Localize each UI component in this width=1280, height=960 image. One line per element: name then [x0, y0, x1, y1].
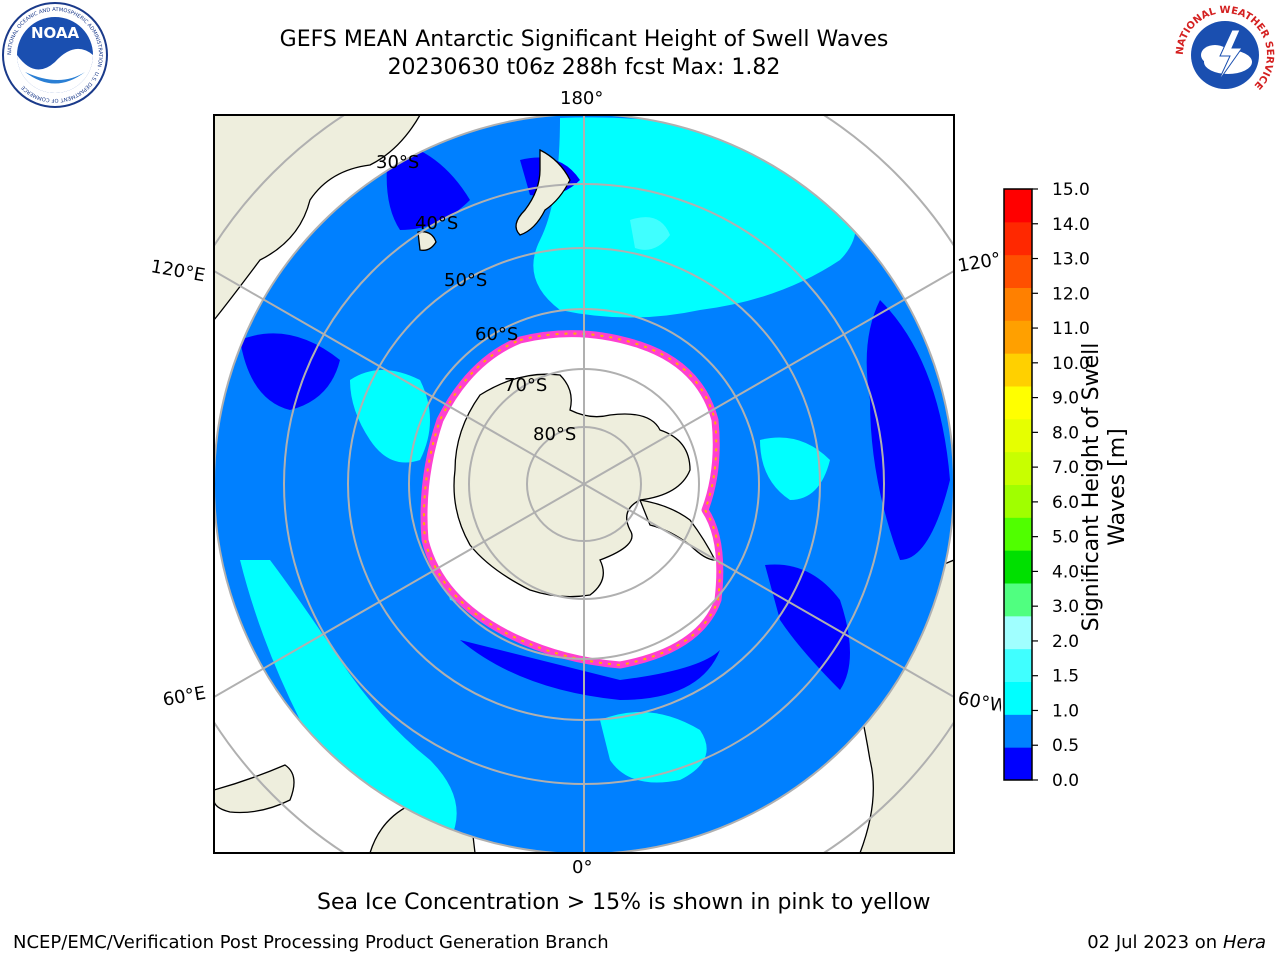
- colorbar-label: Significant Height of Swell Waves [m]: [1079, 337, 1131, 637]
- lon-label-top: 180°: [560, 88, 604, 109]
- new-zealand-landmass: [515, 148, 571, 236]
- lat-label-50s: 50°S: [444, 270, 488, 291]
- swell-region-west: [240, 560, 457, 840]
- footer-date: 02 Jul 2023 on Hera: [1087, 932, 1266, 953]
- chart-subtitle: 20230630 t06z 288h fcst Max: 1.82: [387, 55, 781, 80]
- nws-logo: NATIONAL WEATHER SERVICE: [1175, 5, 1275, 105]
- lat-label-60s: 60°S: [475, 324, 519, 345]
- lat-label-40s: 40°S: [415, 213, 459, 234]
- noaa-logo: NOAA NATIONAL OCEANIC AND ATMOSPHERIC AD…: [2, 2, 108, 108]
- madagascar-landmass: [214, 764, 295, 814]
- colorbar-label-line2: Waves [m]: [1105, 428, 1130, 546]
- calm-region-south-sea: [460, 640, 720, 700]
- graticule: [214, 115, 954, 853]
- swell-region-indian: [350, 370, 430, 463]
- colorbar-label-line1: Significant Height of Swell: [1079, 342, 1104, 632]
- lat-label-30s: 30°S: [376, 152, 420, 173]
- sea-ice-note: Sea Ice Concentration > 15% is shown in …: [317, 890, 931, 915]
- noaa-logo-text: NOAA: [31, 24, 80, 42]
- footer-branch: NCEP/EMC/Verification Post Processing Pr…: [13, 932, 609, 953]
- calm-region-east: [866, 300, 950, 560]
- footer-date-text: 02 Jul 2023 on: [1087, 932, 1223, 953]
- lon-label-bottom: 0°: [572, 857, 593, 878]
- lat-label-80s: 80°S: [533, 424, 577, 445]
- lat-label-70s: 70°S: [504, 375, 548, 396]
- swell-region-south: [600, 712, 707, 783]
- footer-machine: Hera: [1222, 932, 1266, 953]
- tasmania-landmass: [417, 231, 437, 251]
- swell-region-east: [760, 437, 830, 500]
- chart-title: GEFS MEAN Antarctic Significant Height o…: [279, 27, 889, 52]
- antarctica-landmass: [453, 373, 691, 598]
- calm-region-tasman: [386, 140, 470, 230]
- map-frame: [213, 114, 955, 854]
- swell-region-2m: [630, 217, 670, 250]
